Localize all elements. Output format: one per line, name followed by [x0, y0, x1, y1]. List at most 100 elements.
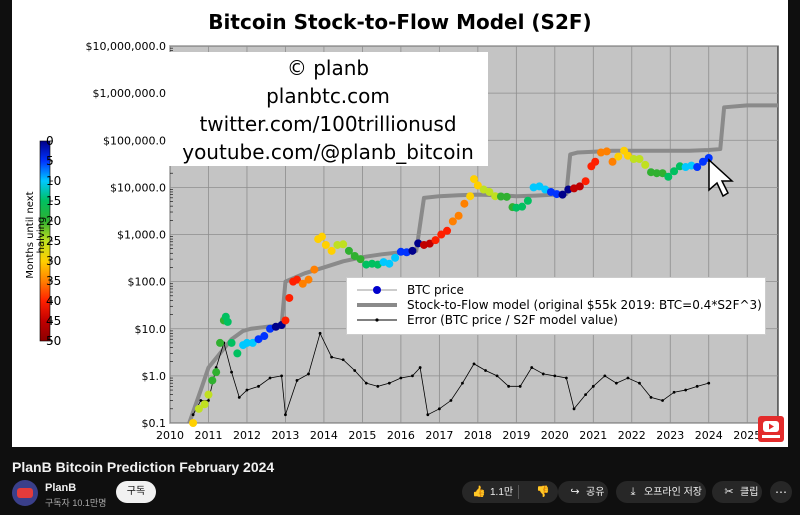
- subscriber-count: 구독자 10.1만명: [45, 498, 107, 508]
- x-tick-label: 2013: [271, 429, 299, 442]
- error-point: [649, 395, 653, 399]
- colorbar-tick-label: 30: [46, 254, 62, 268]
- btc-price-point: [502, 192, 511, 201]
- btc-price-point: [194, 404, 203, 413]
- btc-price-point: [344, 246, 353, 255]
- share-label: 공유: [586, 487, 605, 498]
- btc-price-point: [454, 211, 463, 220]
- error-point: [268, 376, 272, 380]
- download-label: 오프라인 저장: [644, 487, 702, 498]
- error-point: [284, 413, 287, 417]
- btc-price-point: [652, 169, 661, 178]
- y-tick-label: $10,000.0: [110, 181, 166, 194]
- channel-name[interactable]: PlanB: [45, 482, 77, 494]
- like-dislike-group: 👍 1.1만 👎: [462, 481, 558, 503]
- btc-price-point: [491, 192, 500, 201]
- colorbar-tick-label: 40: [46, 294, 62, 308]
- btc-price-point: [614, 152, 623, 161]
- like-button[interactable]: 👍 1.1만: [462, 486, 513, 498]
- btc-price-point: [575, 182, 584, 191]
- error-point: [541, 372, 545, 376]
- error-point: [661, 399, 664, 402]
- error-point: [564, 376, 568, 380]
- error-point: [353, 369, 357, 372]
- btc-price-point: [310, 265, 319, 274]
- colorbar-tick-label: 50: [46, 334, 62, 348]
- error-point: [307, 372, 310, 376]
- video-player[interactable]: 2010 2011 2012 2013 2014 2015 2016 2017 2018 2019…: [12, 0, 788, 447]
- colorbar-tick-label: 0: [46, 134, 54, 148]
- btc-price-point: [608, 157, 617, 166]
- error-point: [418, 366, 422, 369]
- colorbar-tick-label: 45: [46, 314, 62, 328]
- btc-price-point: [292, 275, 301, 284]
- btc-price-point: [189, 419, 198, 427]
- btc-price-point: [408, 246, 417, 255]
- error-point: [318, 331, 322, 335]
- thumbs-down-icon: 👎: [536, 486, 550, 498]
- clip-button[interactable]: ✂ 클립: [712, 481, 762, 503]
- colorbar-tick-label: 10: [46, 174, 62, 188]
- y-tick-label: $0.1: [142, 417, 167, 430]
- error-line: [192, 332, 709, 416]
- watermark-box: © planb planbtc.com twitter.com/100trill…: [168, 52, 488, 166]
- legend-entry-error: Error (BTC price / S2F model value): [407, 313, 618, 327]
- colorbar-label: Months until next halving: [25, 191, 47, 279]
- download-button[interactable]: ⤓ 오프라인 저장: [616, 481, 706, 503]
- x-tick-label: 2017: [425, 429, 453, 442]
- btc-price-point: [693, 163, 702, 172]
- btc-price-point: [591, 157, 600, 166]
- btc-price-point: [485, 187, 494, 196]
- btc-price-point: [523, 196, 532, 205]
- watermark-line: youtube.com/@planb_bitcoin: [182, 140, 474, 164]
- btc-price-point: [466, 192, 475, 201]
- error-point: [707, 381, 711, 385]
- y-tick-label: $10.0: [135, 323, 167, 336]
- btc-price-point: [658, 169, 667, 178]
- btc-price-point: [698, 157, 707, 166]
- share-button[interactable]: ↪ 공유: [558, 481, 608, 503]
- btc-price-point: [396, 247, 405, 256]
- dislike-button[interactable]: 👎: [526, 481, 554, 504]
- btc-price-point: [281, 316, 290, 325]
- btc-price-point: [552, 190, 561, 199]
- btc-price-point: [460, 199, 469, 208]
- error-point: [518, 384, 522, 388]
- x-tick-label: 2021: [579, 429, 607, 442]
- error-point: [245, 388, 249, 392]
- btc-price-point: [581, 177, 590, 186]
- mouse-cursor-icon: [708, 158, 734, 198]
- error-point: [207, 399, 210, 402]
- legend-entry-btc: BTC price: [407, 283, 464, 297]
- thumbs-up-icon: 👍: [472, 486, 486, 498]
- y-tick-label: $100.0: [128, 276, 167, 289]
- error-point: [638, 381, 641, 385]
- error-point: [603, 374, 607, 378]
- btc-price-point: [321, 240, 330, 249]
- btc-price-point: [208, 376, 217, 385]
- btc-price-point: [260, 332, 269, 341]
- y-tick-label: $1.0: [142, 370, 167, 383]
- error-point: [257, 384, 260, 388]
- error-point: [191, 413, 195, 417]
- chart-legend: BTC price Stock-to-Flow model (original …: [346, 277, 766, 335]
- share-icon: ↪: [570, 486, 580, 498]
- more-actions-button[interactable]: ⋯: [770, 481, 792, 503]
- error-point: [484, 369, 487, 372]
- download-icon: ⤓: [630, 486, 636, 498]
- subscribe-badge-icon[interactable]: [758, 416, 784, 442]
- x-tick-label: 2012: [233, 429, 261, 442]
- watermark-line: planbtc.com: [266, 84, 390, 108]
- x-tick-label: 2023: [656, 429, 684, 442]
- subscribe-button[interactable]: 구독: [116, 481, 156, 503]
- error-point: [230, 370, 233, 374]
- btc-price-point: [437, 230, 446, 239]
- error-point: [472, 362, 476, 366]
- btc-price-point: [518, 202, 527, 211]
- error-point: [437, 407, 441, 411]
- error-point: [295, 379, 299, 382]
- btc-price-point: [223, 317, 232, 326]
- btc-price-point: [391, 253, 400, 262]
- video-title: PlanB Bitcoin Prediction February 2024: [12, 459, 275, 475]
- channel-avatar[interactable]: [12, 480, 38, 506]
